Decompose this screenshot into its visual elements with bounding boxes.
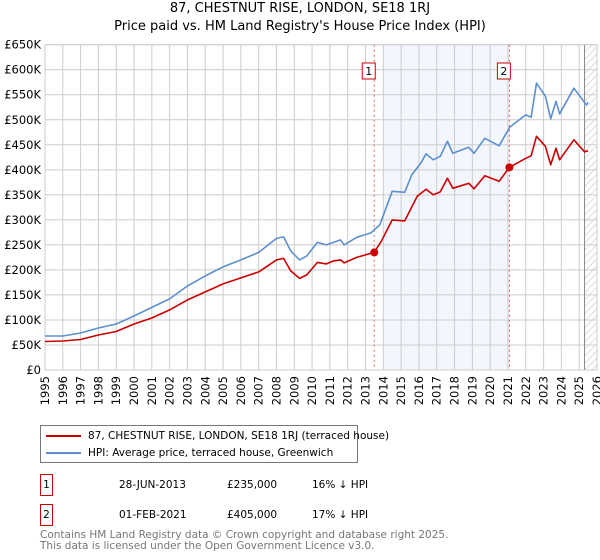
x-tick-label: 2025 bbox=[572, 376, 586, 405]
transaction-row: 2 01-FEB-2021 £405,000 17% ↓ HPI bbox=[40, 504, 540, 526]
x-tick-label: 2004 bbox=[198, 376, 212, 405]
y-tick-label: £350K bbox=[4, 188, 41, 202]
x-tick-label: 2013 bbox=[359, 376, 373, 405]
hpi-diff: 16% ↓ HPI bbox=[312, 479, 369, 491]
x-tick-label: 2021 bbox=[501, 376, 515, 405]
sale-price: £405,000 bbox=[227, 509, 278, 521]
y-tick-label: £650K bbox=[4, 38, 41, 52]
y-tick-label: £550K bbox=[4, 88, 41, 102]
x-tick-label: 2018 bbox=[448, 376, 462, 405]
x-tick-label: 2017 bbox=[430, 376, 444, 405]
blue-line-icon bbox=[46, 452, 81, 454]
price-chart: £0 £50K £100K £150K £200K £250K £300K £350K £400… bbox=[4, 38, 600, 406]
footer: Contains HM Land Registry data © Crown c… bbox=[40, 530, 448, 552]
x-tick-label: 1998 bbox=[91, 376, 105, 405]
x-tick-label: 2022 bbox=[519, 376, 533, 405]
sale-badge-box bbox=[361, 62, 376, 80]
sale-price: £235,000 bbox=[227, 479, 278, 491]
title-line-1: 87, CHESTNUT RISE, LONDON, SE18 1RJ bbox=[169, 1, 431, 16]
y-tick-label: £500K bbox=[4, 113, 41, 127]
holding-period-shade bbox=[383, 44, 510, 370]
x-tick-label: 2005 bbox=[216, 376, 230, 405]
x-tick-label: 2020 bbox=[483, 376, 497, 405]
x-tick-label: 2015 bbox=[394, 376, 408, 405]
y-tick-label: £200K bbox=[4, 263, 41, 277]
y-tick-label: £150K bbox=[4, 288, 41, 302]
sale-point bbox=[370, 248, 379, 257]
x-tick-label: 2002 bbox=[163, 376, 177, 405]
copyright-text: Contains HM Land Registry data © Crown c… bbox=[40, 529, 449, 541]
x-tick-label: 1995 bbox=[38, 376, 52, 405]
x-tick-label: 2019 bbox=[465, 376, 479, 405]
hpi-diff: 17% ↓ HPI bbox=[312, 509, 369, 521]
x-tick-label: 2008 bbox=[269, 376, 283, 405]
y-tick-label: £450K bbox=[4, 138, 41, 152]
x-tick-label: 2010 bbox=[305, 376, 319, 405]
y-tick-label: £250K bbox=[4, 238, 41, 252]
x-tick-label: 1999 bbox=[109, 376, 123, 405]
sale-badge-label: 1 bbox=[365, 65, 372, 78]
hpi-series-line bbox=[45, 82, 589, 337]
sale-date: 01-FEB-2021 bbox=[119, 509, 187, 521]
licence-text: This data is licensed under the Open Gov… bbox=[40, 540, 375, 552]
x-tick-label: 2026 bbox=[590, 376, 600, 405]
y-tick-label: £100K bbox=[4, 313, 41, 327]
legend: 87, CHESTNUT RISE, LONDON, SE18 1RJ (ter… bbox=[40, 425, 389, 463]
x-tick-label: 2016 bbox=[412, 376, 426, 405]
x-tick-label: 2006 bbox=[234, 376, 248, 405]
sale-badge-box bbox=[496, 62, 511, 80]
x-tick-label: 2009 bbox=[287, 376, 301, 405]
transaction-row: 1 28-JUN-2013 £235,000 16% ↓ HPI bbox=[40, 474, 540, 496]
marker-badge: 1 bbox=[40, 474, 53, 496]
x-tick-label: 1996 bbox=[56, 376, 70, 405]
x-tick-label: 2007 bbox=[252, 376, 266, 405]
x-tick-label: 2000 bbox=[127, 376, 141, 405]
chart-title: 87, CHESTNUT RISE, LONDON, SE18 1RJ Pric… bbox=[0, 0, 600, 36]
x-tick-label: 2014 bbox=[376, 376, 390, 405]
y-tick-label: £400K bbox=[4, 163, 41, 177]
x-tick-label: 2023 bbox=[537, 376, 551, 405]
y-tick-label: £50K bbox=[12, 338, 42, 352]
x-tick-label: 2024 bbox=[554, 376, 568, 405]
sale-date: 28-JUN-2013 bbox=[119, 479, 186, 491]
x-tick-label: 2012 bbox=[341, 376, 355, 405]
x-tick-label: 2003 bbox=[180, 376, 194, 405]
x-tick-label: 1997 bbox=[74, 376, 88, 405]
y-tick-label: £600K bbox=[4, 63, 41, 77]
y-tick-label: £0 bbox=[26, 363, 41, 377]
marker-badge: 2 bbox=[40, 504, 53, 526]
x-tick-label: 2001 bbox=[145, 376, 159, 405]
sale-point bbox=[505, 163, 514, 172]
sale-badge-label: 2 bbox=[500, 65, 507, 78]
red-line-icon bbox=[46, 435, 81, 437]
title-line-2: Price paid vs. HM Land Registry's House … bbox=[114, 19, 486, 34]
forecast-hatch bbox=[584, 44, 597, 370]
y-tick-label: £300K bbox=[4, 213, 41, 227]
plot-frame bbox=[44, 44, 598, 371]
x-tick-label: 2011 bbox=[323, 376, 337, 405]
